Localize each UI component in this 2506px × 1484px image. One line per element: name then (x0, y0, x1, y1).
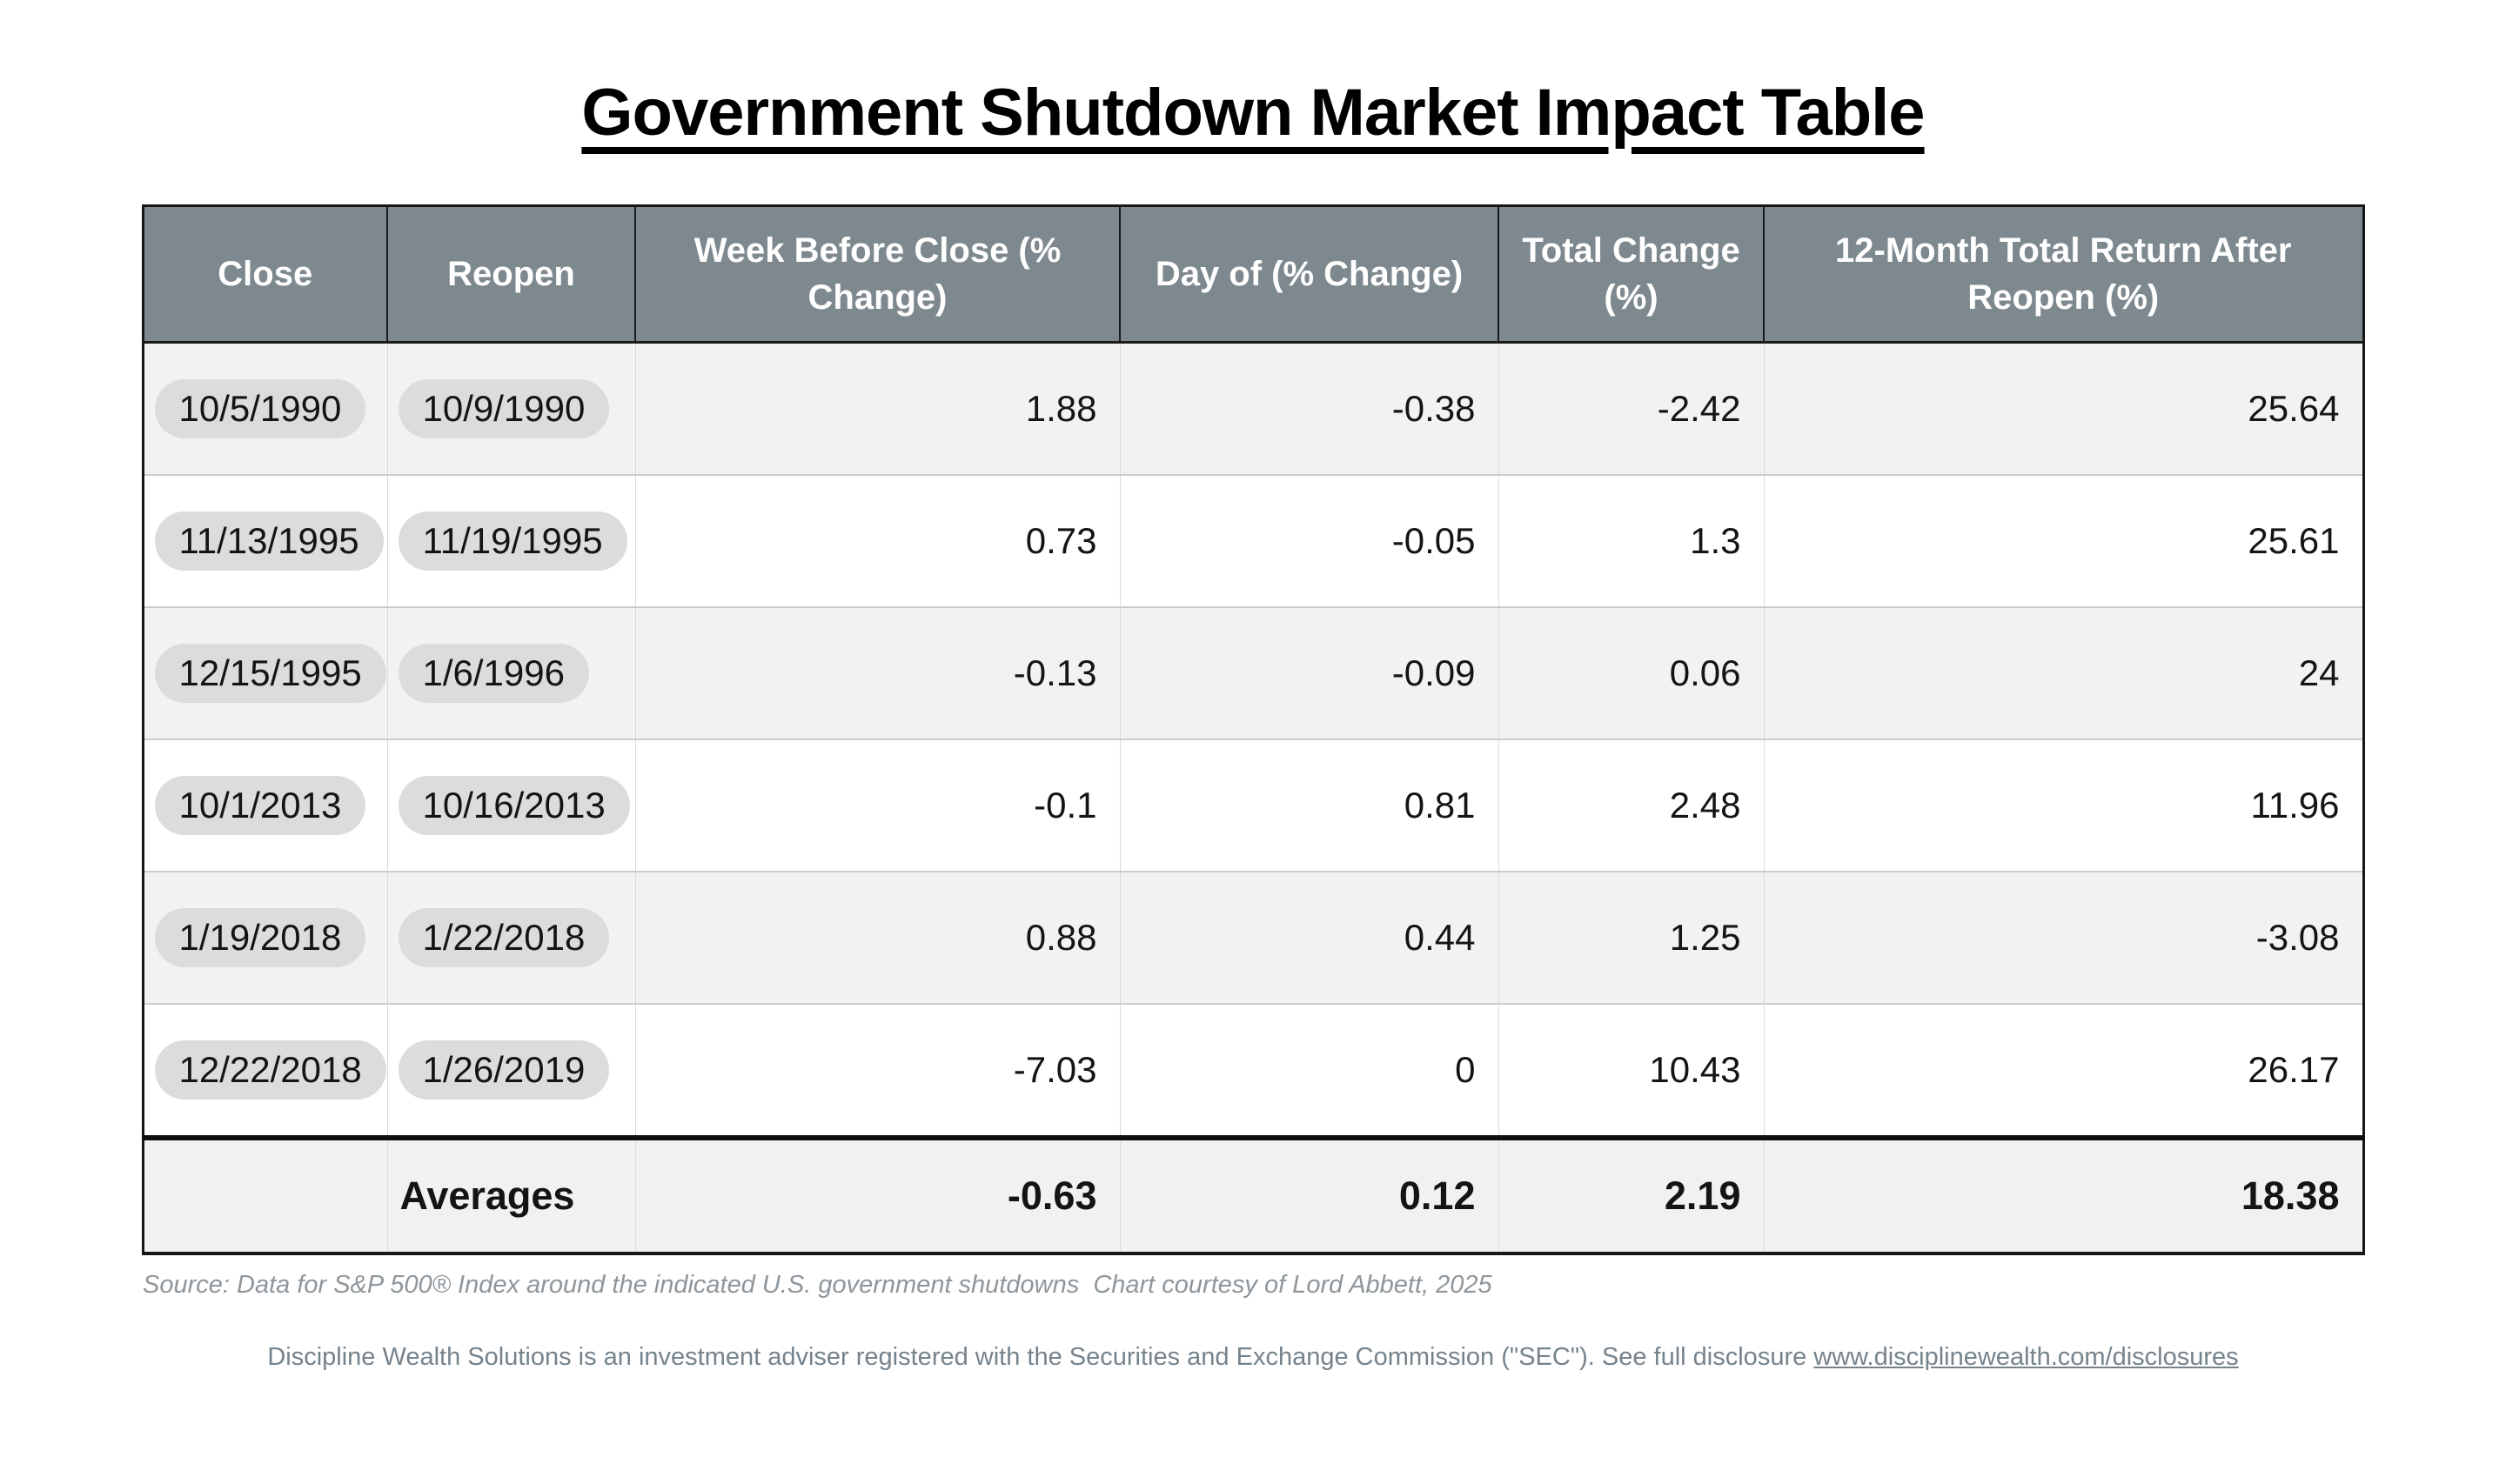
close-date-cell: 1/19/2018 (143, 871, 388, 1004)
reopen-date-chip: 1/26/2019 (398, 1040, 610, 1100)
column-header-close: Close (143, 205, 388, 344)
close-date-chip: 12/22/2018 (154, 1040, 386, 1100)
twelve-month-value: -3.08 (1764, 871, 2363, 1004)
table-body: 10/5/1990 10/9/1990 1.88 -0.38 -2.42 25.… (143, 341, 2363, 1138)
averages-row: Averages -0.63 0.12 2.19 18.38 (143, 1135, 2363, 1253)
reopen-date-chip: 1/22/2018 (398, 908, 610, 967)
reopen-date-cell: 10/9/1990 (387, 341, 636, 475)
close-date-cell: 11/13/1995 (143, 474, 388, 607)
close-date-cell: 10/5/1990 (143, 341, 388, 475)
column-header-week-before: Week Before Close (% Change) (635, 205, 1121, 344)
week-before-value: 0.73 (635, 474, 1121, 607)
averages-day-of-value: 0.12 (1120, 1135, 1499, 1253)
day-of-value: 0 (1120, 1003, 1499, 1138)
table-row: 1/19/2018 1/22/2018 0.88 0.44 1.25 -3.08 (143, 871, 2363, 1004)
column-header-total-change: Total Change (%) (1498, 205, 1765, 344)
page-title: Government Shutdown Market Impact Table (581, 76, 1925, 150)
reopen-date-cell: 11/19/1995 (387, 474, 636, 607)
day-of-value: -0.09 (1120, 606, 1499, 739)
close-date-chip: 1/19/2018 (154, 908, 366, 967)
day-of-value: 0.44 (1120, 871, 1499, 1004)
close-date-cell: 12/15/1995 (143, 606, 388, 739)
day-of-value: -0.38 (1120, 341, 1499, 475)
close-date-chip: 11/13/1995 (154, 511, 384, 571)
table-row: 10/5/1990 10/9/1990 1.88 -0.38 -2.42 25.… (143, 341, 2363, 475)
reopen-date-chip: 10/9/1990 (398, 379, 610, 438)
week-before-value: 0.88 (635, 871, 1121, 1004)
total-change-value: 2.48 (1498, 739, 1765, 872)
reopen-date-chip: 10/16/2013 (398, 776, 630, 835)
week-before-value: -7.03 (635, 1003, 1121, 1138)
column-header-12-month: 12-Month Total Return After Reopen (%) (1764, 205, 2363, 344)
twelve-month-value: 25.64 (1764, 341, 2363, 475)
day-of-value: -0.05 (1120, 474, 1499, 607)
disclaimer-text: Discipline Wealth Solutions is an invest… (267, 1343, 1814, 1371)
twelve-month-value: 11.96 (1764, 739, 2363, 872)
close-date-chip: 10/1/2013 (154, 776, 366, 835)
reopen-date-cell: 1/22/2018 (387, 871, 636, 1004)
averages-12-month-value: 18.38 (1764, 1135, 2363, 1253)
disclosures-link[interactable]: www.disciplinewealth.com/disclosures (1813, 1343, 2239, 1371)
total-change-value: 1.25 (1498, 871, 1765, 1004)
close-date-chip: 10/5/1990 (154, 379, 366, 438)
reopen-date-chip: 1/6/1996 (398, 644, 589, 703)
column-header-reopen: Reopen (387, 205, 636, 344)
table-row: 12/22/2018 1/26/2019 -7.03 0 10.43 26.17 (143, 1003, 2363, 1138)
close-date-cell: 12/22/2018 (143, 1003, 388, 1138)
close-date-cell: 10/1/2013 (143, 739, 388, 872)
twelve-month-value: 24 (1764, 606, 2363, 739)
averages-total-change-value: 2.19 (1498, 1135, 1765, 1253)
market-impact-table: Close Reopen Week Before Close (% Change… (141, 204, 2365, 1255)
averages-label: Averages (387, 1135, 636, 1253)
twelve-month-value: 26.17 (1764, 1003, 2363, 1138)
week-before-value: -0.13 (635, 606, 1121, 739)
source-note: Source: Data for S&P 500® Index around t… (143, 1271, 1492, 1299)
total-change-value: 1.3 (1498, 474, 1765, 607)
reopen-date-cell: 1/26/2019 (387, 1003, 636, 1138)
table-row: 10/1/2013 10/16/2013 -0.1 0.81 2.48 11.9… (143, 739, 2363, 872)
total-change-value: 0.06 (1498, 606, 1765, 739)
close-date-chip: 12/15/1995 (154, 644, 386, 703)
table-row: 11/13/1995 11/19/1995 0.73 -0.05 1.3 25.… (143, 474, 2363, 607)
disclaimer: Discipline Wealth Solutions is an invest… (0, 1343, 2506, 1372)
averages-week-before-value: -0.63 (635, 1135, 1121, 1253)
reopen-date-cell: 1/6/1996 (387, 606, 636, 739)
averages-empty-cell (143, 1135, 388, 1253)
column-header-day-of: Day of (% Change) (1120, 205, 1499, 344)
twelve-month-value: 25.61 (1764, 474, 2363, 607)
total-change-value: 10.43 (1498, 1003, 1765, 1138)
reopen-date-cell: 10/16/2013 (387, 739, 636, 872)
day-of-value: 0.81 (1120, 739, 1499, 872)
table-row: 12/15/1995 1/6/1996 -0.13 -0.09 0.06 24 (143, 606, 2363, 739)
week-before-value: -0.1 (635, 739, 1121, 872)
week-before-value: 1.88 (635, 341, 1121, 475)
total-change-value: -2.42 (1498, 341, 1765, 475)
reopen-date-chip: 11/19/1995 (398, 511, 627, 571)
table-header-row: Close Reopen Week Before Close (% Change… (143, 205, 2363, 344)
